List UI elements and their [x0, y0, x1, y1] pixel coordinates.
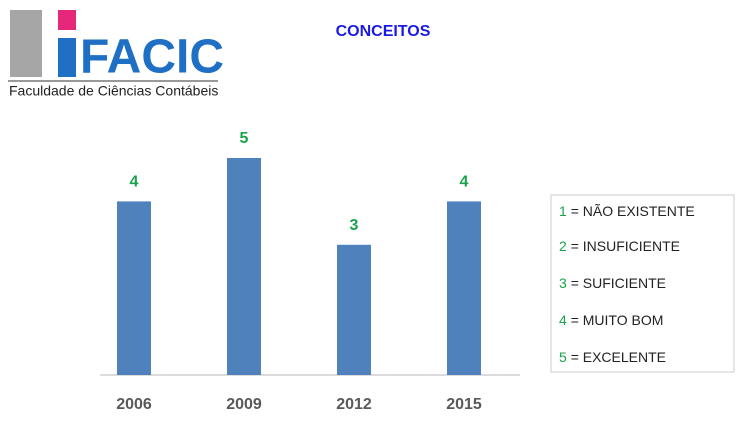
legend-label: = MUITO BOM [571, 312, 664, 328]
bar [447, 201, 481, 375]
legend-entry: 2 = INSUFICIENTE [559, 238, 680, 254]
logo-name: FACIC [80, 31, 224, 84]
legend-entry: 4 = MUITO BOM [559, 312, 663, 328]
bar [117, 201, 151, 375]
x-tick-label: 2009 [226, 396, 262, 413]
value-label: 5 [240, 130, 249, 147]
value-label: 4 [460, 174, 469, 191]
legend-entry: 3 = SUFICIENTE [559, 275, 666, 291]
legend-label: = SUFICIENTE [571, 275, 666, 291]
legend-key: 3 [559, 275, 567, 291]
logo-gray-block [10, 10, 42, 77]
legend-key: 2 [559, 238, 567, 254]
legend-entry: 5 = EXCELENTE [559, 349, 666, 365]
x-tick-label: 2012 [336, 396, 372, 413]
legend-label: = INSUFICIENTE [571, 238, 680, 254]
legend-label: = NÃO EXISTENTE [571, 203, 695, 219]
x-tick-label: 2006 [116, 396, 152, 413]
chart-title: CONCEITOS [336, 23, 431, 40]
legend-box [550, 194, 735, 373]
logo-blue-block [58, 38, 76, 77]
bar [337, 244, 371, 375]
logo-subtitle: Faculdade de Ciências Contábeis [9, 83, 218, 99]
legend-key: 5 [559, 349, 567, 365]
legend-entry: 1 = NÃO EXISTENTE [559, 203, 695, 219]
logo-pink-block [58, 10, 76, 30]
legend-label: = EXCELENTE [571, 349, 666, 365]
value-label: 4 [130, 174, 139, 191]
value-label: 3 [350, 217, 359, 234]
x-tick-label: 2015 [446, 396, 482, 413]
bar [227, 158, 261, 375]
legend-key: 4 [559, 312, 567, 328]
legend-key: 1 [559, 203, 567, 219]
